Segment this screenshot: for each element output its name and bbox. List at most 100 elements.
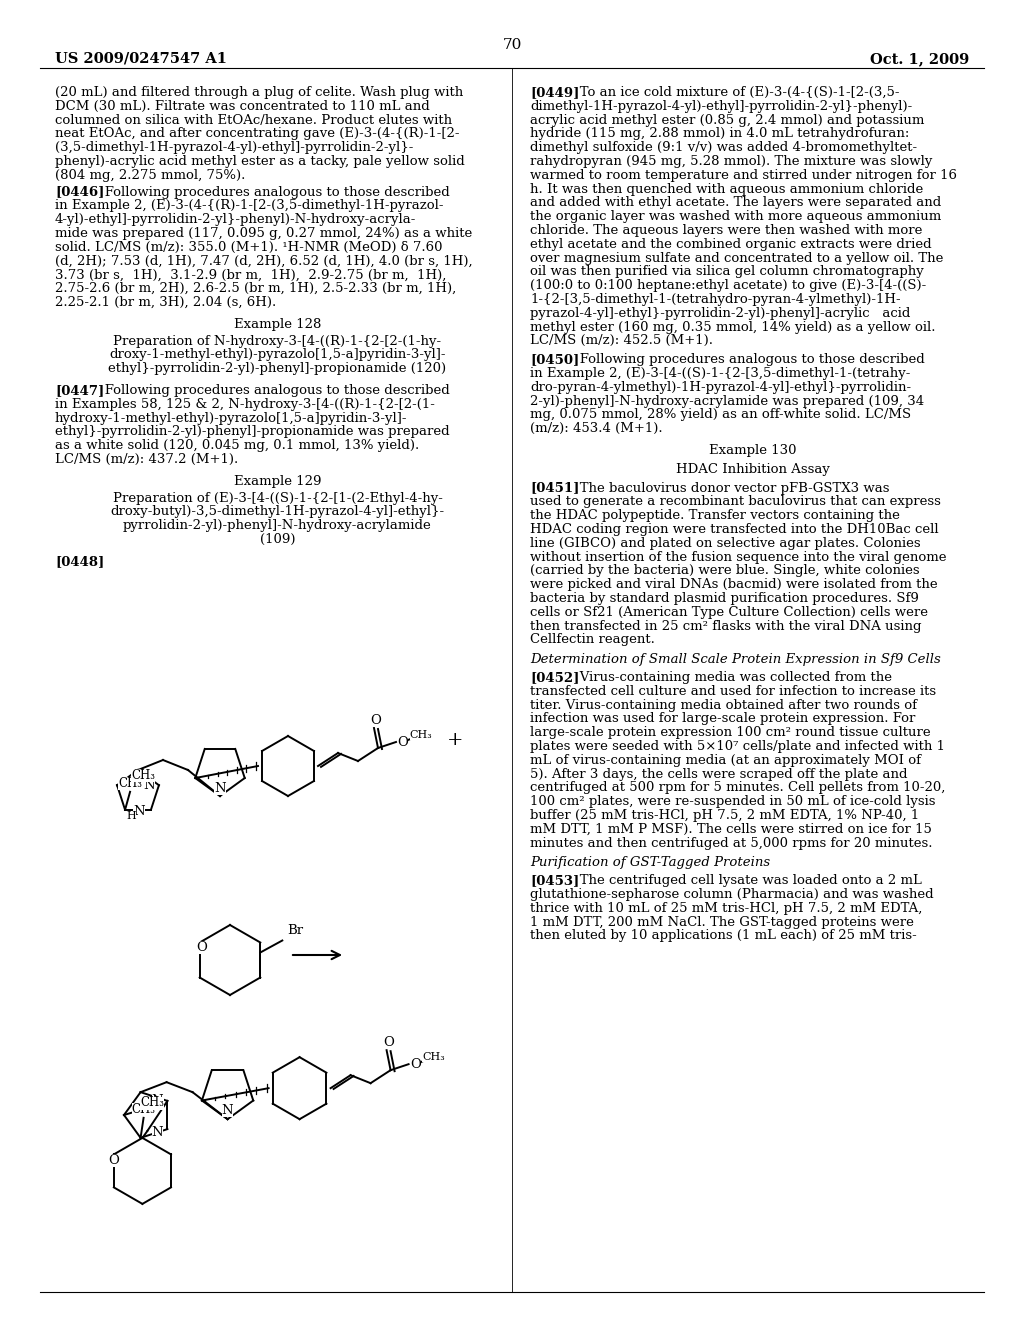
Text: Following procedures analogous to those described: Following procedures analogous to those … <box>567 354 925 366</box>
Text: rahydropyran (945 mg, 5.28 mmol). The mixture was slowly: rahydropyran (945 mg, 5.28 mmol). The mi… <box>530 154 933 168</box>
Text: [0452]: [0452] <box>530 671 580 684</box>
Text: (m/z): 453.4 (M+1).: (m/z): 453.4 (M+1). <box>530 422 663 436</box>
Text: Br: Br <box>288 924 303 937</box>
Text: plates were seeded with 5×10⁷ cells/plate and infected with 1: plates were seeded with 5×10⁷ cells/plat… <box>530 741 945 752</box>
Text: minutes and then centrifuged at 5,000 rpms for 20 minutes.: minutes and then centrifuged at 5,000 rp… <box>530 837 933 850</box>
Text: in Example 2, (E)-3-(4-{(R)-1-[2-(3,5-dimethyl-1H-pyrazol-: in Example 2, (E)-3-(4-{(R)-1-[2-(3,5-di… <box>55 199 443 213</box>
Text: Example 129: Example 129 <box>233 475 322 488</box>
Text: [0449]: [0449] <box>530 86 580 99</box>
Text: hydroxy-1-methyl-ethyl)-pyrazolo[1,5-a]pyridin-3-yl]-: hydroxy-1-methyl-ethyl)-pyrazolo[1,5-a]p… <box>55 412 408 425</box>
Text: Preparation of (E)-3-[4-((S)-1-{2-[1-(2-Ethyl-4-hy-: Preparation of (E)-3-[4-((S)-1-{2-[1-(2-… <box>113 491 442 504</box>
Text: O: O <box>411 1057 421 1071</box>
Text: hydride (115 mg, 2.88 mmol) in 4.0 mL tetrahydrofuran:: hydride (115 mg, 2.88 mmol) in 4.0 mL te… <box>530 128 909 140</box>
Text: Oct. 1, 2009: Oct. 1, 2009 <box>869 51 969 66</box>
Text: and added with ethyl acetate. The layers were separated and: and added with ethyl acetate. The layers… <box>530 197 941 210</box>
Text: H: H <box>126 810 136 821</box>
Text: N: N <box>133 805 144 818</box>
Text: (804 mg, 2.275 mmol, 75%).: (804 mg, 2.275 mmol, 75%). <box>55 169 246 182</box>
Text: as a white solid (120, 0.045 mg, 0.1 mmol, 13% yield).: as a white solid (120, 0.045 mg, 0.1 mmo… <box>55 440 419 453</box>
Text: CH₃: CH₃ <box>131 1104 156 1117</box>
Text: [0450]: [0450] <box>530 354 580 366</box>
Text: mide was prepared (117, 0.095 g, 0.27 mmol, 24%) as a white: mide was prepared (117, 0.095 g, 0.27 mm… <box>55 227 472 240</box>
Text: CH₃: CH₃ <box>140 1097 164 1110</box>
Text: pyrrolidin-2-yl)-phenyl]-N-hydroxy-acrylamide: pyrrolidin-2-yl)-phenyl]-N-hydroxy-acryl… <box>123 519 432 532</box>
Text: The centrifuged cell lysate was loaded onto a 2 mL: The centrifuged cell lysate was loaded o… <box>567 874 922 887</box>
Text: O: O <box>371 714 381 726</box>
Text: neat EtOAc, and after concentrating gave (E)-3-(4-{(R)-1-[2-: neat EtOAc, and after concentrating gave… <box>55 128 460 140</box>
Text: 2.75-2.6 (br m, 2H), 2.6-2.5 (br m, 1H), 2.5-2.33 (br m, 1H),: 2.75-2.6 (br m, 2H), 2.6-2.5 (br m, 1H),… <box>55 282 457 296</box>
Text: 2.25-2.1 (br m, 3H), 2.04 (s, 6H).: 2.25-2.1 (br m, 3H), 2.04 (s, 6H). <box>55 296 276 309</box>
Text: To an ice cold mixture of (E)-3-(4-{(S)-1-[2-(3,5-: To an ice cold mixture of (E)-3-(4-{(S)-… <box>567 86 899 99</box>
Text: dro-pyran-4-ylmethyl)-1H-pyrazol-4-yl]-ethyl}-pyrrolidin-: dro-pyran-4-ylmethyl)-1H-pyrazol-4-yl]-e… <box>530 380 911 393</box>
Text: [0446]: [0446] <box>55 186 104 198</box>
Text: 1-{2-[3,5-dimethyl-1-(tetrahydro-pyran-4-ylmethyl)-1H-: 1-{2-[3,5-dimethyl-1-(tetrahydro-pyran-4… <box>530 293 901 306</box>
Text: solid. LC/MS (m/z): 355.0 (M+1). ¹H-NMR (MeOD) δ 7.60: solid. LC/MS (m/z): 355.0 (M+1). ¹H-NMR … <box>55 240 442 253</box>
Text: +: + <box>446 731 463 748</box>
Text: Preparation of N-hydroxy-3-[4-((R)-1-{2-[2-(1-hy-: Preparation of N-hydroxy-3-[4-((R)-1-{2-… <box>114 334 441 347</box>
Text: 3.73 (br s,  1H),  3.1-2.9 (br m,  1H),  2.9-2.75 (br m,  1H),: 3.73 (br s, 1H), 3.1-2.9 (br m, 1H), 2.9… <box>55 268 446 281</box>
Text: line (GIBCO) and plated on selective agar plates. Colonies: line (GIBCO) and plated on selective aga… <box>530 537 921 550</box>
Text: buffer (25 mM tris-HCl, pH 7.5, 2 mM EDTA, 1% NP-40, 1: buffer (25 mM tris-HCl, pH 7.5, 2 mM EDT… <box>530 809 920 822</box>
Text: The baculovirus donor vector pFB-GSTX3 was: The baculovirus donor vector pFB-GSTX3 w… <box>567 482 890 495</box>
Text: large-scale protein expression 100 cm² round tissue culture: large-scale protein expression 100 cm² r… <box>530 726 931 739</box>
Text: ethyl}-pyrrolidin-2-yl)-phenyl]-propionamide (120): ethyl}-pyrrolidin-2-yl)-phenyl]-propiona… <box>109 362 446 375</box>
Text: N: N <box>152 1126 163 1139</box>
Text: were picked and viral DNAs (bacmid) were isolated from the: were picked and viral DNAs (bacmid) were… <box>530 578 938 591</box>
Text: 70: 70 <box>503 38 521 51</box>
Text: O: O <box>109 1154 119 1167</box>
Text: transfected cell culture and used for infection to increase its: transfected cell culture and used for in… <box>530 685 936 698</box>
Text: O: O <box>197 941 207 954</box>
Text: N: N <box>214 781 226 795</box>
Text: HDAC Inhibition Assay: HDAC Inhibition Assay <box>676 463 829 475</box>
Text: 5). After 3 days, the cells were scraped off the plate and: 5). After 3 days, the cells were scraped… <box>530 768 907 780</box>
Text: in Example 2, (E)-3-[4-((S)-1-{2-[3,5-dimethyl-1-(tetrahy-: in Example 2, (E)-3-[4-((S)-1-{2-[3,5-di… <box>530 367 910 380</box>
Text: (20 mL) and filtered through a plug of celite. Wash plug with: (20 mL) and filtered through a plug of c… <box>55 86 463 99</box>
Text: (d, 2H); 7.53 (d, 1H), 7.47 (d, 2H), 6.52 (d, 1H), 4.0 (br s, 1H),: (d, 2H); 7.53 (d, 1H), 7.47 (d, 2H), 6.5… <box>55 255 473 268</box>
Text: Following procedures analogous to those described: Following procedures analogous to those … <box>92 384 450 397</box>
Text: [0448]: [0448] <box>55 554 104 568</box>
Text: the HDAC polypeptide. Transfer vectors containing the: the HDAC polypeptide. Transfer vectors c… <box>530 510 900 523</box>
Text: mL of virus-containing media (at an approximately MOI of: mL of virus-containing media (at an appr… <box>530 754 921 767</box>
Text: ethyl}-pyrrolidin-2-yl)-phenyl]-propionamide was prepared: ethyl}-pyrrolidin-2-yl)-phenyl]-propiona… <box>55 425 450 438</box>
Text: cells or Sf21 (American Type Culture Collection) cells were: cells or Sf21 (American Type Culture Col… <box>530 606 928 619</box>
Text: over magnesium sulfate and concentrated to a yellow oil. The: over magnesium sulfate and concentrated … <box>530 252 943 264</box>
Text: Virus-containing media was collected from the: Virus-containing media was collected fro… <box>567 671 892 684</box>
Text: the organic layer was washed with more aqueous ammonium: the organic layer was washed with more a… <box>530 210 941 223</box>
Text: HDAC coding region were transfected into the DH10Bac cell: HDAC coding region were transfected into… <box>530 523 939 536</box>
Text: then transfected in 25 cm² flasks with the viral DNA using: then transfected in 25 cm² flasks with t… <box>530 619 922 632</box>
Text: titer. Virus-containing media obtained after two rounds of: titer. Virus-containing media obtained a… <box>530 698 918 711</box>
Text: [0451]: [0451] <box>530 482 580 495</box>
Text: bacteria by standard plasmid purification procedures. Sf9: bacteria by standard plasmid purificatio… <box>530 591 919 605</box>
Text: CH₃: CH₃ <box>131 768 155 781</box>
Text: CH₃: CH₃ <box>410 730 432 741</box>
Text: pyrazol-4-yl]-ethyl}-pyrrolidin-2-yl)-phenyl]-acrylic   acid: pyrazol-4-yl]-ethyl}-pyrrolidin-2-yl)-ph… <box>530 306 910 319</box>
Text: phenyl)-acrylic acid methyl ester as a tacky, pale yellow solid: phenyl)-acrylic acid methyl ester as a t… <box>55 154 465 168</box>
Text: oil was then purified via silica gel column chromatography: oil was then purified via silica gel col… <box>530 265 924 279</box>
Text: thrice with 10 mL of 25 mM tris-HCl, pH 7.5, 2 mM EDTA,: thrice with 10 mL of 25 mM tris-HCl, pH … <box>530 902 923 915</box>
Text: (carried by the bacteria) were blue. Single, white colonies: (carried by the bacteria) were blue. Sin… <box>530 565 920 577</box>
Text: methyl ester (160 mg, 0.35 mmol, 14% yield) as a yellow oil.: methyl ester (160 mg, 0.35 mmol, 14% yie… <box>530 321 936 334</box>
Text: O: O <box>383 1036 394 1048</box>
Text: dimethyl-1H-pyrazol-4-yl)-ethyl]-pyrrolidin-2-yl}-phenyl)-: dimethyl-1H-pyrazol-4-yl)-ethyl]-pyrroli… <box>530 100 912 112</box>
Text: mg, 0.075 mmol, 28% yield) as an off-white solid. LC/MS: mg, 0.075 mmol, 28% yield) as an off-whi… <box>530 408 911 421</box>
Text: used to generate a recombinant baculovirus that can express: used to generate a recombinant baculovir… <box>530 495 941 508</box>
Text: droxy-butyl)-3,5-dimethyl-1H-pyrazol-4-yl]-ethyl}-: droxy-butyl)-3,5-dimethyl-1H-pyrazol-4-y… <box>111 506 444 519</box>
Text: [0453]: [0453] <box>530 874 580 887</box>
Text: infection was used for large-scale protein expression. For: infection was used for large-scale prote… <box>530 713 915 726</box>
Text: LC/MS (m/z): 437.2 (M+1).: LC/MS (m/z): 437.2 (M+1). <box>55 453 239 466</box>
Text: centrifuged at 500 rpm for 5 minutes. Cell pellets from 10-20,: centrifuged at 500 rpm for 5 minutes. Ce… <box>530 781 945 795</box>
Text: (109): (109) <box>260 533 295 546</box>
Text: O: O <box>397 735 409 748</box>
Text: 1 mM DTT, 200 mM NaCl. The GST-tagged proteins were: 1 mM DTT, 200 mM NaCl. The GST-tagged pr… <box>530 916 913 928</box>
Text: [0447]: [0447] <box>55 384 104 397</box>
Text: (3,5-dimethyl-1H-pyrazol-4-yl)-ethyl]-pyrrolidin-2-yl}-: (3,5-dimethyl-1H-pyrazol-4-yl)-ethyl]-py… <box>55 141 414 154</box>
Text: N: N <box>222 1104 233 1117</box>
Text: glutathione-sepharose column (Pharmacia) and was washed: glutathione-sepharose column (Pharmacia)… <box>530 888 934 902</box>
Text: chloride. The aqueous layers were then washed with more: chloride. The aqueous layers were then w… <box>530 224 923 238</box>
Text: Determination of Small Scale Protein Expression in Sf9 Cells: Determination of Small Scale Protein Exp… <box>530 653 941 667</box>
Text: ethyl acetate and the combined organic extracts were dried: ethyl acetate and the combined organic e… <box>530 238 932 251</box>
Text: N: N <box>143 779 155 792</box>
Text: DCM (30 mL). Filtrate was concentrated to 110 mL and: DCM (30 mL). Filtrate was concentrated t… <box>55 100 430 112</box>
Text: columned on silica with EtOAc/hexane. Product elutes with: columned on silica with EtOAc/hexane. Pr… <box>55 114 453 127</box>
Text: mM DTT, 1 mM P MSF). The cells were stirred on ice for 15: mM DTT, 1 mM P MSF). The cells were stir… <box>530 822 932 836</box>
